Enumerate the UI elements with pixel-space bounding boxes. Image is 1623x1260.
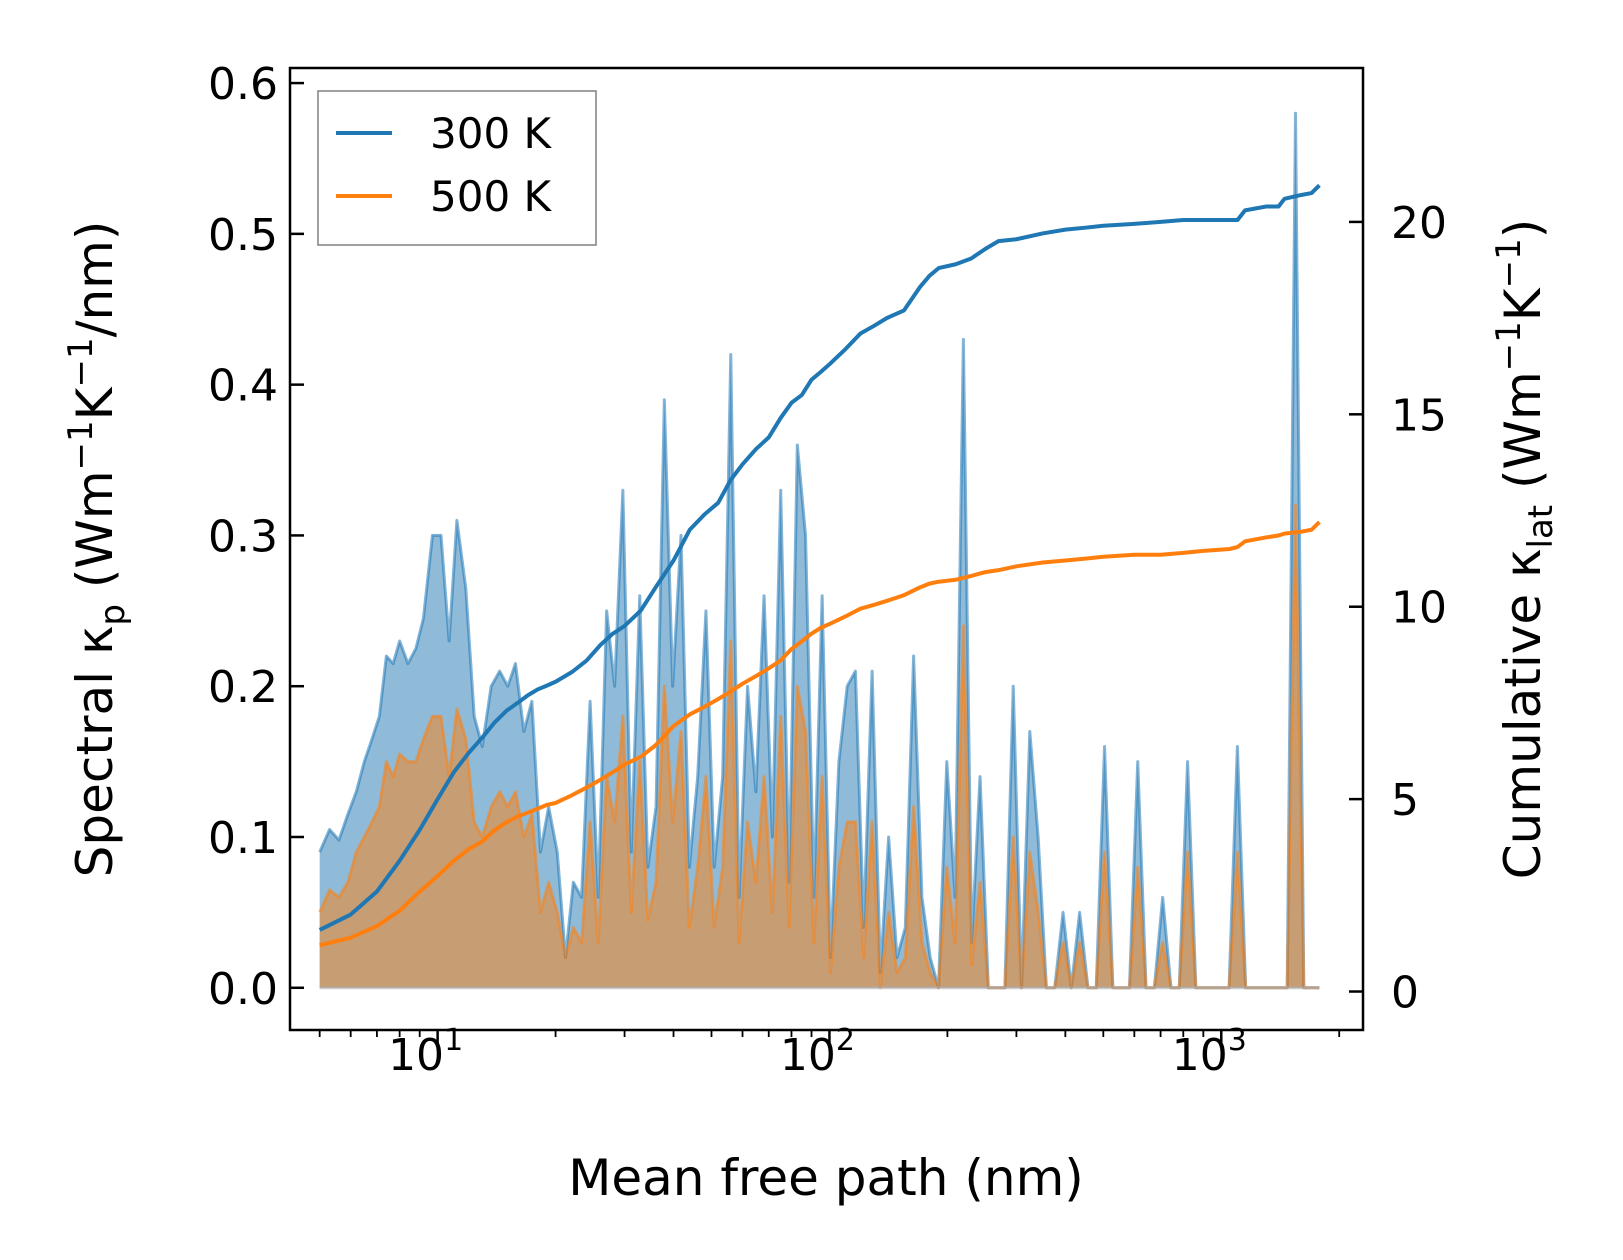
right-y-axis-label: Cumulative κlat (Wm−1K−1)	[1489, 219, 1561, 879]
left-y-axis-label: Spectral κp (Wm−1K−1/nm)	[61, 221, 133, 878]
x-tick-label-2: 103	[1172, 1023, 1247, 1081]
spectral-fill-500k	[319, 505, 1320, 988]
y-right-tick-label-0: 0	[1391, 968, 1419, 1019]
cumulative-line-300k	[318, 183, 1321, 932]
legend: 300 K 500 K	[317, 90, 597, 246]
y-left-tick-label-5: 0.5	[208, 210, 278, 261]
y-right-tick-label-3: 15	[1391, 390, 1447, 441]
y-left-tick-label-6: 0.6	[208, 59, 278, 110]
y-left-tick-label-2: 0.2	[208, 662, 278, 713]
left-y-axis-ticks: 0.0 0.1 0.2 0.3 0.4 0.5 0.6	[208, 59, 304, 1015]
x-axis-ticks: 101 102 103	[318, 1023, 1341, 1081]
x-axis-label: Mean free path (nm)	[568, 1149, 1084, 1207]
x-tick-label-0: 101	[388, 1023, 463, 1081]
y-left-tick-label-3: 0.3	[208, 511, 278, 562]
legend-label-500k: 500 K	[430, 172, 553, 221]
y-right-tick-label-1: 5	[1391, 775, 1419, 826]
right-y-axis-ticks: 0 5 10 15 20	[1349, 198, 1447, 1019]
y-right-tick-label-2: 10	[1391, 583, 1447, 634]
y-left-tick-label-0: 0.0	[208, 964, 278, 1015]
y-left-tick-label-1: 0.1	[208, 813, 278, 864]
axes-frame	[288, 66, 1365, 1032]
y-right-tick-label-4: 20	[1391, 198, 1447, 249]
y-left-tick-label-4: 0.4	[208, 361, 278, 412]
legend-box	[317, 90, 597, 246]
cumulative-line-500k	[319, 520, 1321, 948]
legend-label-300k: 300 K	[430, 109, 553, 158]
x-tick-label-1: 102	[780, 1023, 855, 1081]
plot-area	[318, 111, 1321, 990]
